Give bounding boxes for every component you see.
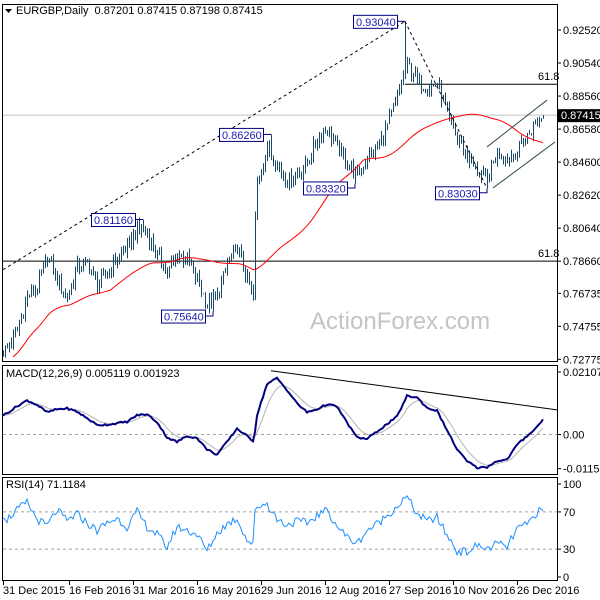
price-annotation-label: 0.86260 (222, 130, 262, 142)
price-panel: 0.92520 0.90540 0.88560 0.86580 0.84600 0.826… (2, 4, 600, 366)
annotation-connector (205, 311, 214, 317)
price-annotation-box (353, 14, 398, 29)
price-annotation-box (91, 212, 136, 227)
price-tick-label: 0.82620 (563, 190, 600, 202)
fib-level-label: 61.8 (538, 248, 559, 260)
price-tick-label: 0.72775 (563, 354, 600, 366)
rsi-tick-label: 100 (563, 479, 581, 491)
price-annotation-label: 0.81160 (94, 215, 133, 227)
annotation-connector (347, 183, 356, 189)
macd-tick-label: -0.011507 (563, 464, 600, 476)
chart-title: EURGBP,Daily 0.87201 0.87415 0.87198 0.87… (16, 5, 263, 17)
trend-line (404, 21, 488, 189)
price-annotation-box (219, 127, 264, 142)
current-price-label: 0.87415 (561, 110, 600, 122)
price-tick-label: 0.78660 (563, 256, 600, 268)
macd-signal-line (2, 385, 544, 466)
rsi-tick-label: 30 (563, 544, 575, 556)
price-annotation-box (303, 181, 348, 196)
macd-tick-label: 0.00 (563, 430, 584, 442)
trend-line (2, 20, 406, 271)
price-annotation-box (161, 309, 206, 324)
rsi-panel-frame (2, 477, 558, 581)
time-tick-label: 12 Aug 2016 (325, 585, 387, 597)
channel-line (486, 99, 548, 148)
price-annotation-label: 0.83320 (306, 183, 346, 195)
price-annotation-label: 0.83030 (438, 188, 478, 200)
price-annotation-box (435, 186, 480, 201)
time-tick-label: 29 Jun 2016 (261, 585, 322, 597)
fib-level-label: 61.8 (538, 71, 559, 83)
moving-average-line (12, 113, 544, 358)
rsi-panel: 100 70 30 0 (2, 477, 581, 584)
price-panel-frame (2, 4, 558, 362)
time-axis: 31 Dec 2015 16 Feb 2016 31 Mar 2016 16 May … (3, 581, 579, 597)
price-tick-label: 0.92520 (563, 25, 600, 37)
price-tick-label: 0.84600 (563, 157, 600, 169)
rsi-line (2, 494, 544, 557)
macd-line (2, 376, 544, 470)
price-tick-label: 0.90540 (563, 58, 600, 70)
macd-title: MACD(12,26,9) 0.005119 0.001923 (6, 368, 179, 380)
time-tick-label: 31 Mar 2016 (133, 585, 195, 597)
macd-tick-label: 0.021074 (563, 367, 600, 379)
time-tick-label: 16 May 2016 (197, 585, 261, 597)
rsi-tick-label: 0 (563, 572, 569, 584)
price-annotation-label: 0.93040 (356, 17, 396, 29)
annotation-connector (479, 188, 488, 194)
time-tick-label: 26 Dec 2016 (517, 585, 579, 597)
price-tick-label: 0.86580 (563, 124, 600, 136)
macd-trend-line (270, 370, 558, 411)
price-tick-label: 0.74755 (563, 321, 600, 333)
channel-line (492, 141, 556, 189)
triangle-down-icon[interactable] (5, 9, 12, 13)
watermark: ActionForex.com (310, 308, 490, 335)
rsi-tick-label: 70 (563, 507, 575, 519)
time-tick-label: 31 Dec 2015 (3, 585, 65, 597)
time-tick-label: 10 Nov 2016 (453, 585, 515, 597)
macd-panel-frame (2, 365, 558, 475)
price-tick-label: 0.88560 (563, 91, 600, 103)
price-annotation-label: 0.75640 (164, 312, 204, 324)
price-tick-label: 0.76735 (563, 288, 600, 300)
time-tick-label: 16 Feb 2016 (69, 585, 131, 597)
macd-panel: 0.021074 0.00 -0.011507 (2, 365, 600, 476)
current-price-box (558, 109, 600, 123)
rsi-title: RSI(14) 71.1184 (6, 479, 86, 491)
time-tick-label: 27 Sep 2016 (389, 585, 451, 597)
price-tick-label: 0.80640 (563, 223, 600, 235)
